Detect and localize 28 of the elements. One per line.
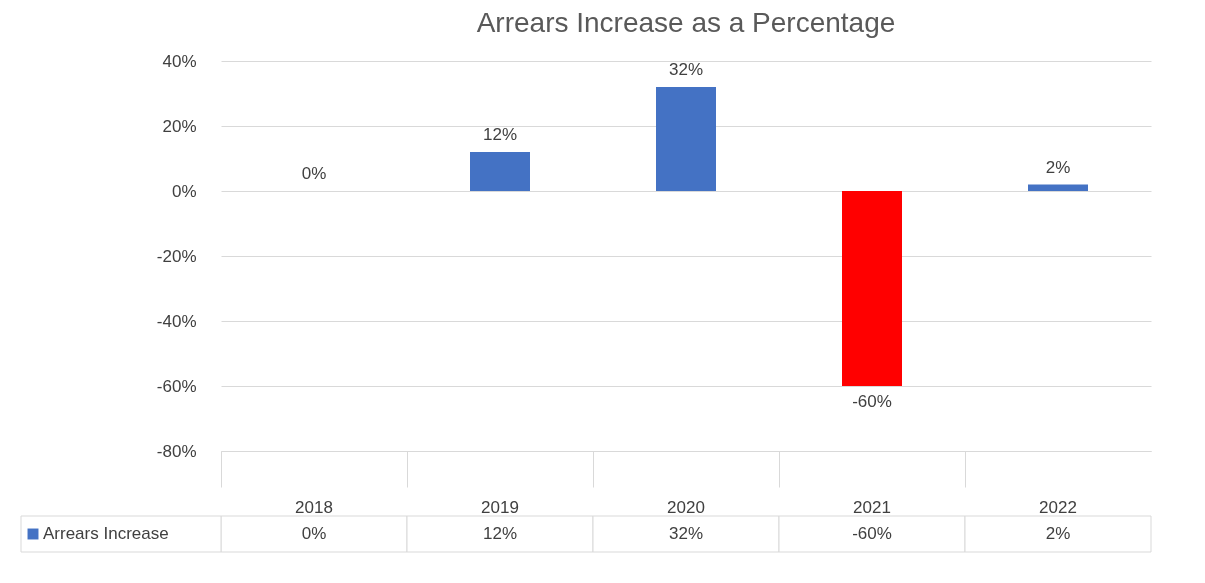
bar <box>1028 184 1088 191</box>
y-tick-label: -20% <box>156 246 197 266</box>
text: 12% <box>482 125 518 144</box>
x-tick-label: 2021 <box>853 497 891 517</box>
text: 32% <box>668 60 704 79</box>
bar <box>842 191 902 386</box>
data-label: 12% <box>482 524 518 543</box>
x-tick-label: 2022 <box>1039 497 1077 517</box>
bar <box>470 152 530 191</box>
data-label: 0% <box>301 524 327 543</box>
legend-label: Arrears Increase <box>43 524 169 543</box>
text: -60% <box>852 392 892 411</box>
y-tick-label: -40% <box>156 311 197 331</box>
x-tick-label: 2019 <box>481 497 519 517</box>
x-tick-label: 2018 <box>295 497 333 517</box>
y-tick-label: -60% <box>156 376 197 396</box>
text: 0% <box>301 164 327 183</box>
text: 2% <box>1045 157 1071 177</box>
data-label: 32% <box>668 524 704 543</box>
y-tick-label: 20% <box>162 116 197 136</box>
chart-title: Arrears Increase as a Percentage <box>476 7 896 38</box>
y-tick-label: -80% <box>156 441 197 461</box>
x-tick-label: 2020 <box>667 497 705 517</box>
data-label: -60% <box>852 524 892 543</box>
bar <box>656 87 716 191</box>
y-tick-label: 0% <box>171 181 197 201</box>
y-tick-label: 40% <box>162 51 197 71</box>
data-label: 2% <box>1045 524 1071 543</box>
